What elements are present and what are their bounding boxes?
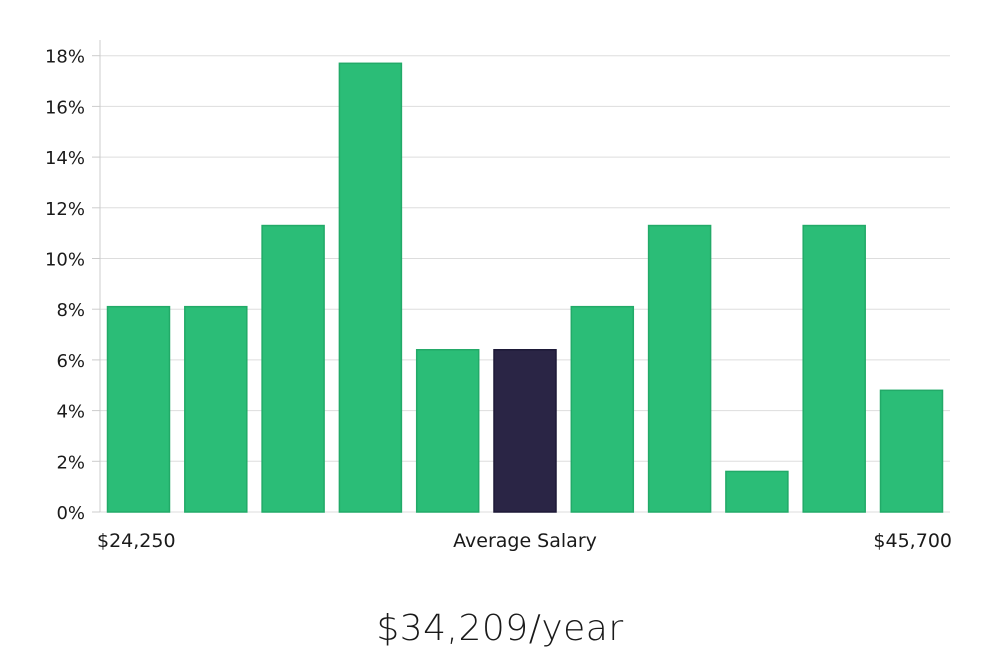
- y-tick-label: 12%: [45, 199, 85, 220]
- bar: [106, 305, 171, 513]
- bar: [338, 62, 403, 513]
- bar-highlighted: [493, 349, 557, 513]
- salary-histogram: 0% 2% 4% 6% 8% 10% 12% 14% 16% 18% $24,250 Averag…: [45, 40, 952, 552]
- y-tick-label: 8%: [56, 300, 85, 321]
- y-tick-label: 6%: [56, 351, 85, 372]
- y-tick-label: 14%: [45, 148, 85, 169]
- x-max-label: $45,700: [873, 530, 952, 552]
- bars: [106, 62, 944, 513]
- y-axis-ticks: 0% 2% 4% 6% 8% 10% 12% 14% 16% 18%: [45, 47, 100, 524]
- y-tick-label: 16%: [45, 97, 85, 118]
- bar: [261, 224, 325, 513]
- average-salary-value: $34,209/year: [376, 608, 624, 649]
- bar: [184, 305, 248, 513]
- x-min-label: $24,250: [97, 530, 176, 552]
- y-tick-label: 4%: [56, 402, 85, 423]
- bar: [802, 224, 866, 513]
- x-axis-title: Average Salary: [453, 530, 597, 552]
- y-tick-label: 0%: [56, 503, 85, 524]
- bar: [725, 470, 789, 513]
- y-tick-label: 18%: [45, 47, 85, 68]
- y-tick-label: 2%: [56, 452, 85, 473]
- bar: [570, 305, 635, 513]
- bar: [879, 389, 944, 513]
- bar: [415, 349, 480, 513]
- bar: [647, 224, 712, 513]
- y-tick-label: 10%: [45, 250, 85, 271]
